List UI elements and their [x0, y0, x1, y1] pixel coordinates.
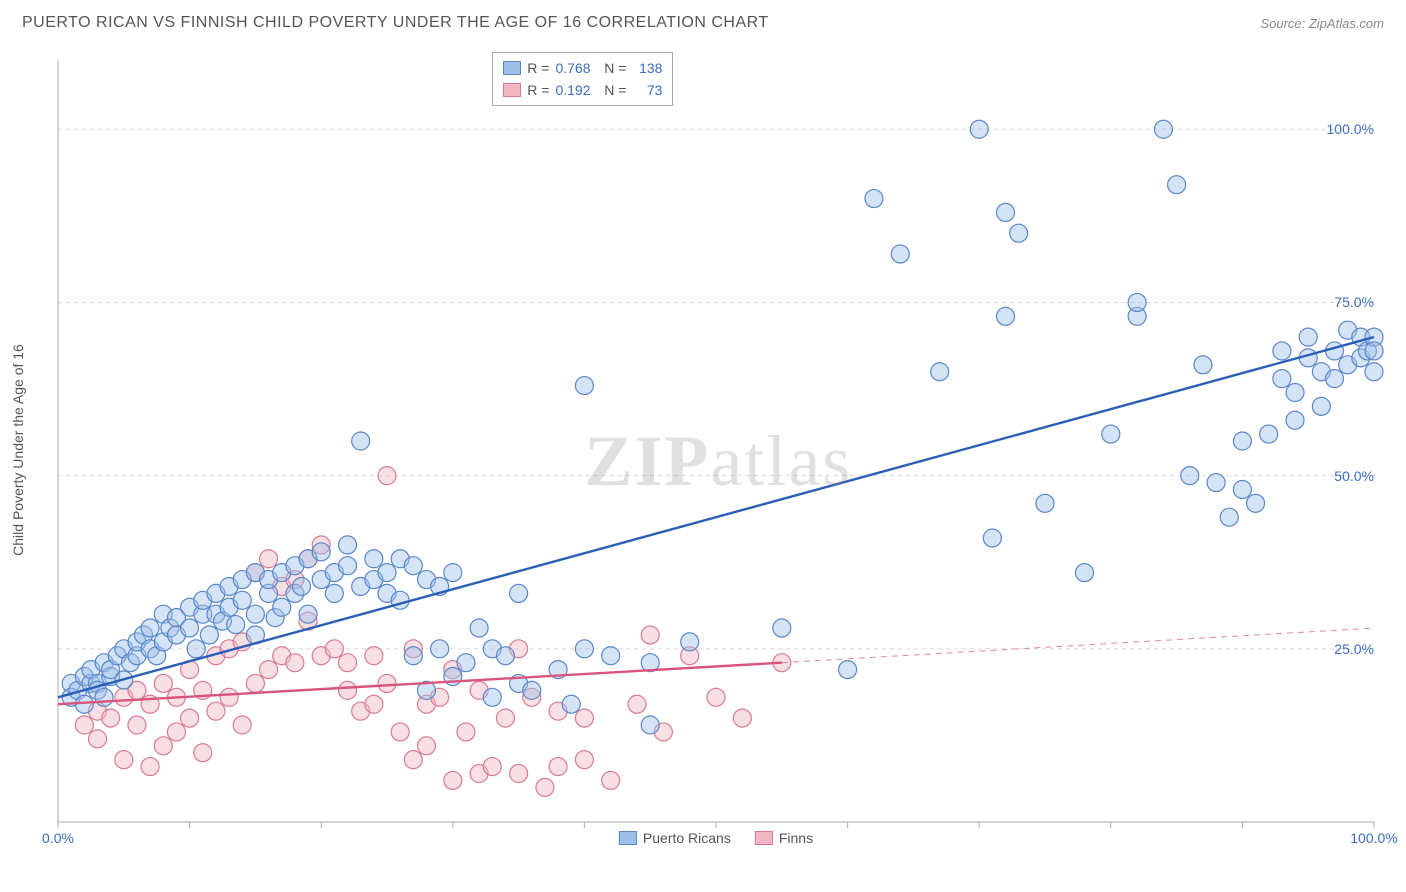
chart-title: PUERTO RICAN VS FINNISH CHILD POVERTY UN…: [22, 14, 769, 32]
y-tick-label: 25.0%: [1334, 641, 1374, 657]
legend-label: Puerto Ricans: [643, 830, 731, 846]
legend-swatch: [503, 61, 521, 75]
y-tick-label: 50.0%: [1334, 468, 1374, 484]
source-attribution: Source: ZipAtlas.com: [1260, 16, 1384, 31]
correlation-legend: R = 0.768 N = 138R = 0.192 N = 73: [492, 52, 673, 106]
legend-row: R = 0.768 N = 138: [503, 57, 662, 79]
chart-area: Child Poverty Under the Age of 16 ZIPatl…: [48, 50, 1384, 850]
y-tick-label: 100.0%: [1327, 121, 1374, 137]
x-tick-label: 100.0%: [1350, 830, 1397, 846]
legend-item: Finns: [755, 830, 813, 846]
legend-label: Finns: [779, 830, 813, 846]
y-tick-label: 75.0%: [1334, 294, 1374, 310]
x-tick-label: 0.0%: [42, 830, 74, 846]
legend-row: R = 0.192 N = 73: [503, 79, 662, 101]
scatter-plot: [48, 50, 1384, 850]
legend-item: Puerto Ricans: [619, 830, 731, 846]
legend-swatch: [503, 83, 521, 97]
series-legend: Puerto Ricans Finns: [619, 830, 813, 846]
y-axis-label: Child Poverty Under the Age of 16: [10, 344, 26, 556]
legend-swatch: [755, 831, 773, 845]
legend-swatch: [619, 831, 637, 845]
